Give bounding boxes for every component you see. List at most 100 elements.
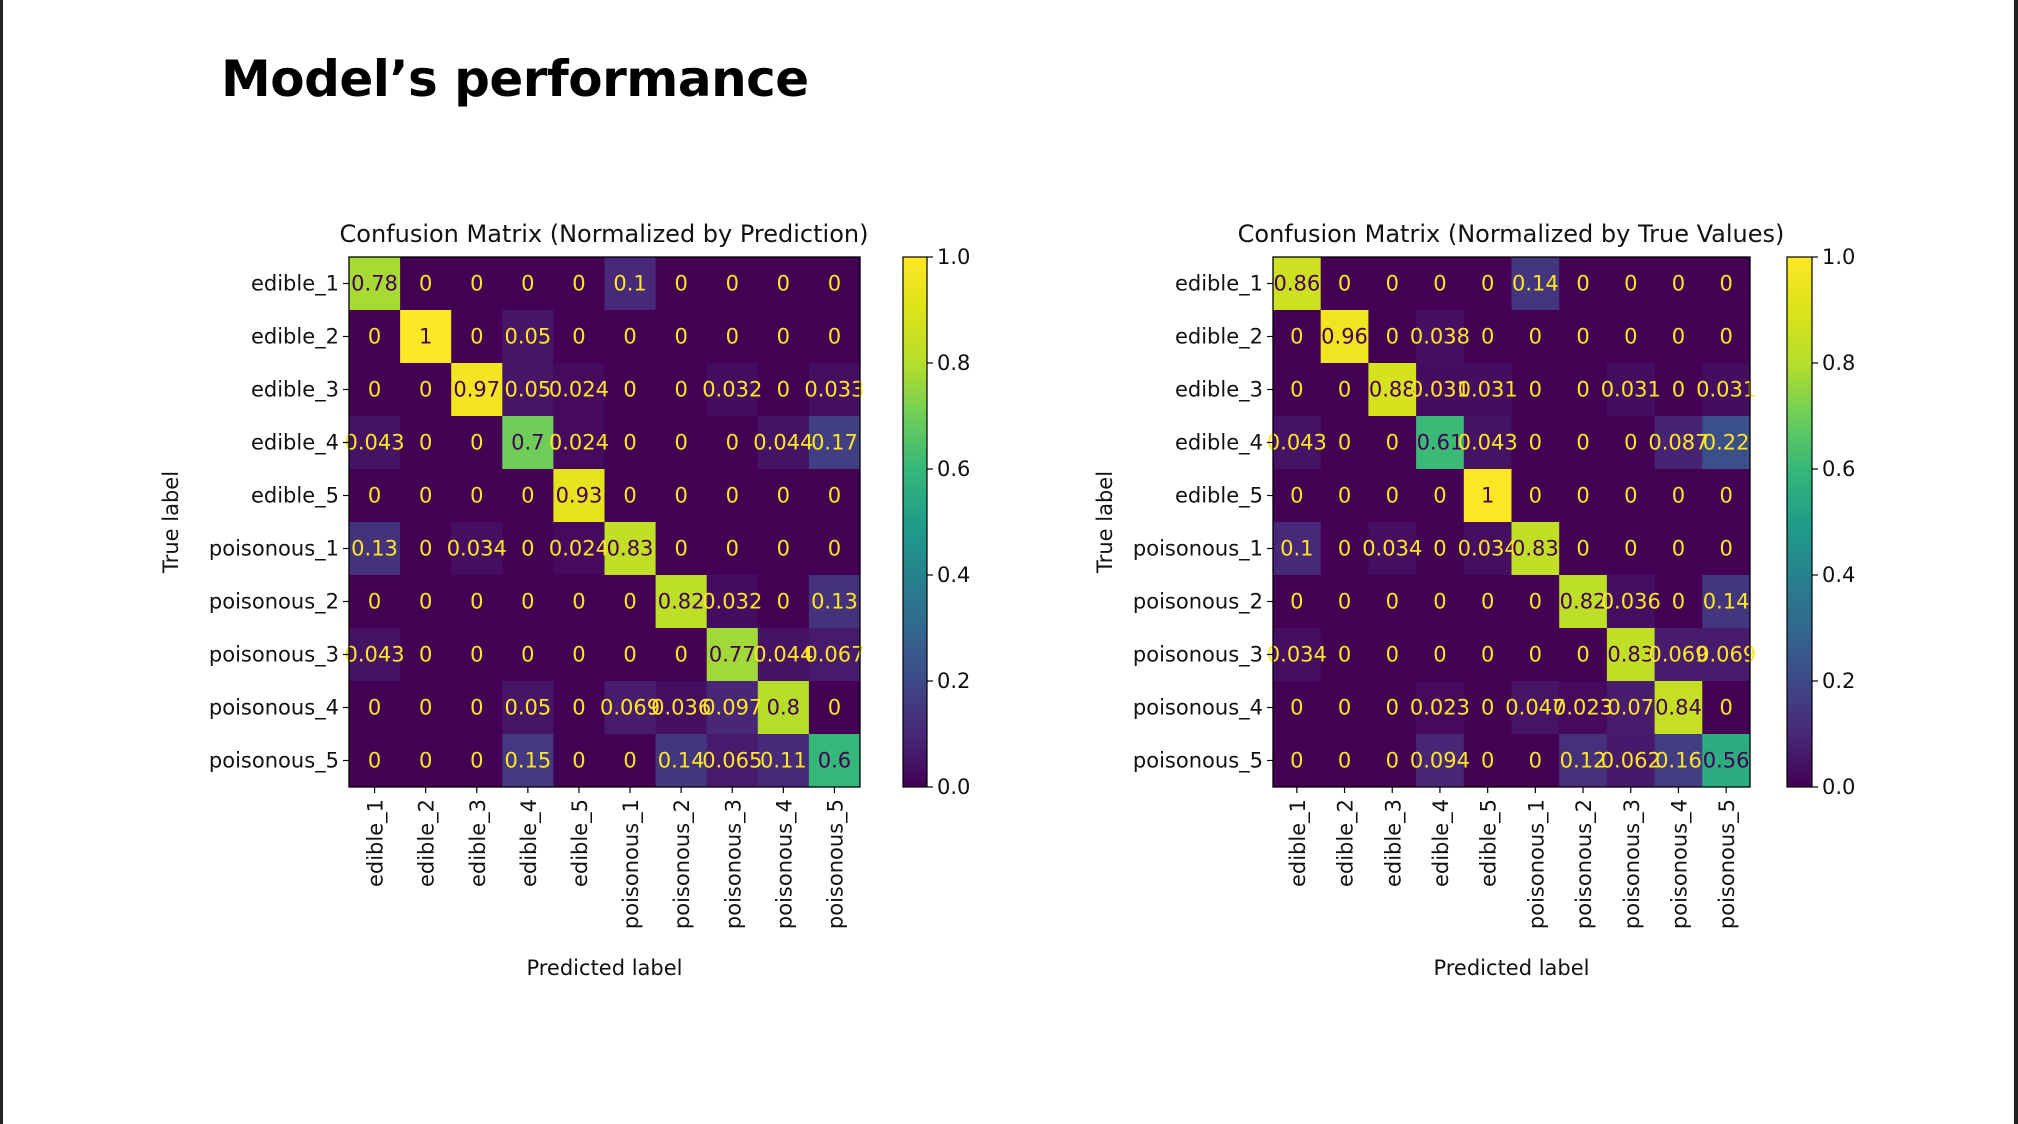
heatmap-cell <box>655 681 708 735</box>
heatmap-cell <box>400 416 452 470</box>
heatmap-cell <box>400 575 452 629</box>
cell-value-label: 0 <box>572 325 585 349</box>
cell-value-label: 0 <box>1672 537 1685 561</box>
heatmap-cell <box>553 628 605 682</box>
heatmap-cell <box>706 257 759 311</box>
cell-value-label: 0.82 <box>1560 590 1607 614</box>
heatmap-cell <box>1511 416 1560 470</box>
heatmap-cell <box>1702 416 1751 470</box>
page-title: Model’s performance <box>221 50 809 108</box>
heatmap-cell <box>1702 363 1751 417</box>
y-tick-label: poisonous_5 <box>1133 749 1263 774</box>
confusion-matrix-chart-2: Confusion Matrix (Normalized by True Val… <box>1093 220 1855 980</box>
cell-value-label: 0 <box>674 484 687 508</box>
colorbar-gradient <box>902 256 928 788</box>
heatmap-cell <box>1416 469 1465 523</box>
heatmap-cell <box>1702 628 1751 682</box>
cell-value-label: 0.15 <box>504 749 551 773</box>
heatmap-cell <box>1511 363 1560 417</box>
heatmap-cell <box>502 310 554 364</box>
cell-value-label: 0 <box>1672 590 1685 614</box>
heatmap-cell <box>655 469 708 523</box>
x-tick-label: edible_1 <box>1286 799 1311 887</box>
heatmap-cell <box>1654 628 1703 682</box>
cell-value-label: 0 <box>1719 484 1732 508</box>
heatmap-cell <box>604 310 657 364</box>
cell-value-label: 0.86 <box>1273 272 1320 296</box>
cell-value-label: 0 <box>623 749 636 773</box>
heatmap-cell <box>1320 469 1369 523</box>
cell-value-label: 0.22 <box>1703 431 1750 455</box>
heatmap-cell <box>553 310 605 364</box>
cell-value-label: 0.024 <box>549 431 609 455</box>
heatmap-cell <box>400 469 452 523</box>
heatmap-cell <box>1654 522 1703 576</box>
cell-value-label: 0 <box>1433 272 1446 296</box>
x-tick-label: poisonous_3 <box>1620 799 1645 929</box>
cell-value-label: 0.043 <box>344 643 404 667</box>
cell-value-label: 0 <box>1672 272 1685 296</box>
cell-value-label: 0 <box>572 590 585 614</box>
colorbar-tick-label: 0.2 <box>937 669 970 693</box>
heatmap-cell <box>400 734 452 788</box>
heatmap-cell <box>349 628 401 682</box>
heatmap-cell <box>349 522 401 576</box>
cell-value-label: 0 <box>1529 484 1542 508</box>
heatmap-cell <box>1320 257 1369 311</box>
cell-value-label: 0 <box>674 378 687 402</box>
heatmap-cell <box>1654 416 1703 470</box>
heatmap-cell <box>1416 734 1465 788</box>
heatmap-cell <box>1463 734 1512 788</box>
heatmap-cell <box>502 363 554 417</box>
cell-value-label: 0.069 <box>1648 643 1708 667</box>
cell-value-label: 0 <box>521 484 534 508</box>
cell-value-label: 0 <box>572 696 585 720</box>
heatmap-cell <box>400 310 452 364</box>
cell-value-label: 0.13 <box>351 537 398 561</box>
cell-value-label: 0 <box>1433 537 1446 561</box>
cell-value-label: 0 <box>623 643 636 667</box>
chart-title: Confusion Matrix (Normalized by Predicti… <box>340 220 869 248</box>
cell-value-label: 0 <box>1290 749 1303 773</box>
cell-value-label: 0 <box>828 537 841 561</box>
cell-value-label: 0 <box>521 272 534 296</box>
cell-value-label: 0 <box>623 431 636 455</box>
cell-value-label: 0.07 <box>1607 696 1654 720</box>
x-tick-label: poisonous_2 <box>670 799 695 929</box>
cell-value-label: 0 <box>1529 431 1542 455</box>
cell-value-label: 0.024 <box>549 378 609 402</box>
heatmap-cell <box>1559 628 1608 682</box>
cell-value-label: 0.097 <box>702 696 762 720</box>
y-tick-label: poisonous_1 <box>1133 537 1263 562</box>
heatmap-cell <box>1702 522 1751 576</box>
heatmap-cell <box>553 734 605 788</box>
cell-value-label: 0.036 <box>651 696 711 720</box>
cell-value-label: 0.77 <box>709 643 756 667</box>
cell-value-label: 0.023 <box>1553 696 1613 720</box>
heatmap-cell <box>1606 522 1656 576</box>
heatmap-cell <box>451 628 503 682</box>
cell-value-label: 0 <box>419 484 432 508</box>
cell-value-label: 0 <box>1576 325 1589 349</box>
cell-value-label: 0 <box>1624 431 1637 455</box>
cell-value-label: 0 <box>1719 696 1732 720</box>
heatmap-cell <box>1273 310 1322 364</box>
cell-value-label: 0 <box>1624 484 1637 508</box>
cell-value-label: 0 <box>470 643 483 667</box>
cell-value-label: 0.038 <box>1410 325 1470 349</box>
cell-value-label: 0.069 <box>1696 643 1756 667</box>
heatmap-cell <box>1559 363 1608 417</box>
heatmap-cell <box>502 257 554 311</box>
cell-value-label: 0 <box>828 272 841 296</box>
heatmap-cell <box>706 734 759 788</box>
x-tick-label: edible_5 <box>568 799 593 887</box>
cell-value-label: 0.024 <box>549 537 609 561</box>
heatmap-cell <box>502 734 554 788</box>
colorbar-tick-label: 0.0 <box>1822 775 1855 799</box>
y-tick-label: poisonous_4 <box>209 696 339 721</box>
heatmap-cell <box>1416 416 1465 470</box>
cell-value-label: 0 <box>572 272 585 296</box>
cell-value-label: 0.83 <box>607 537 654 561</box>
colorbar-tick-label: 0.2 <box>1822 669 1855 693</box>
heatmap-cell <box>1606 416 1656 470</box>
